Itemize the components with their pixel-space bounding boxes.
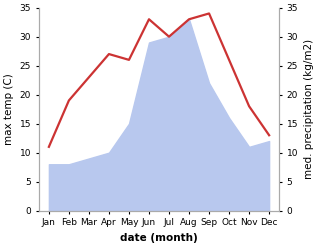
Y-axis label: max temp (C): max temp (C) xyxy=(4,73,14,145)
X-axis label: date (month): date (month) xyxy=(120,233,198,243)
Y-axis label: med. precipitation (kg/m2): med. precipitation (kg/m2) xyxy=(304,39,314,179)
